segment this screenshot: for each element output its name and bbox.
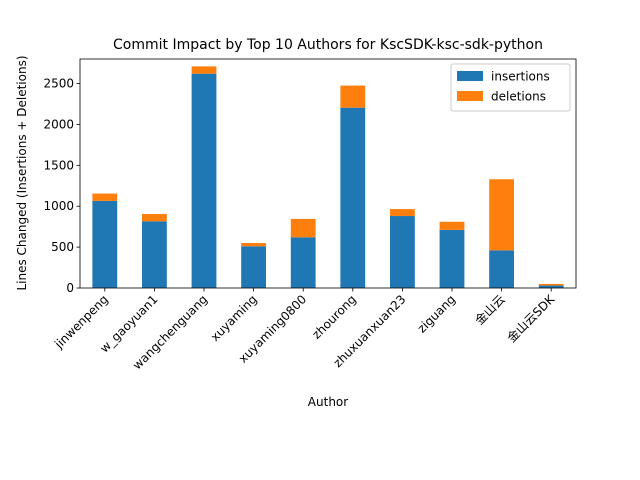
legend-swatch-deletions bbox=[457, 91, 483, 101]
y-tick-label-5: 2500 bbox=[43, 77, 74, 91]
x-tick-label-3: xuyaming bbox=[208, 292, 260, 344]
legend-label-insertions: insertions bbox=[491, 70, 550, 84]
x-tick-label-9: 金山云SDK bbox=[504, 291, 558, 345]
bar-deletions-7 bbox=[439, 221, 465, 230]
bar-deletions-0 bbox=[92, 193, 118, 201]
bar-deletions-2 bbox=[191, 66, 217, 74]
bar-insertions-8 bbox=[489, 250, 514, 288]
bar-deletions-1 bbox=[142, 213, 167, 222]
bar-deletions-9 bbox=[538, 283, 564, 286]
plot-frame bbox=[79, 58, 577, 289]
bar-deletions-8 bbox=[489, 179, 514, 251]
x-tick-label-8: 金山云 bbox=[472, 292, 508, 328]
bar-deletions-5 bbox=[340, 85, 366, 108]
y-tick-label-3: 1500 bbox=[43, 158, 74, 172]
plot-area bbox=[79, 58, 577, 289]
bar-insertions-1 bbox=[142, 221, 167, 288]
bar-deletions-3 bbox=[241, 243, 266, 247]
x-tick-label-5: zhourong bbox=[309, 292, 359, 342]
y-tick-label-2: 1000 bbox=[43, 199, 74, 213]
y-tick-label-1: 500 bbox=[51, 240, 74, 254]
x-tick-label-7: ziguang bbox=[415, 292, 458, 335]
y-tick-label-0: 0 bbox=[66, 281, 74, 295]
bar-insertions-9 bbox=[538, 285, 564, 288]
bar-insertions-2 bbox=[191, 73, 217, 288]
y-axis-label: Lines Changed (Insertions + Deletions) bbox=[15, 55, 29, 290]
legend-label-deletions: deletions bbox=[491, 90, 546, 104]
bar-insertions-4 bbox=[290, 237, 316, 288]
legend-swatch-insertions bbox=[457, 71, 483, 81]
bar-insertions-7 bbox=[439, 229, 465, 288]
bar-insertions-0 bbox=[92, 200, 118, 288]
y-axis: 0 500 1000 1500 2000 2500 bbox=[43, 77, 80, 295]
chart-title: Commit Impact by Top 10 Authors for KscS… bbox=[113, 37, 543, 53]
legend: insertions deletions bbox=[450, 63, 571, 112]
bar-insertions-5 bbox=[340, 107, 366, 288]
bar-deletions-6 bbox=[390, 209, 415, 217]
x-axis: jinwenpengw_gaoyuan1wangchenguangxuyamin… bbox=[51, 288, 558, 372]
bar-insertions-6 bbox=[390, 216, 415, 288]
x-axis-label: Author bbox=[308, 395, 348, 409]
bar-insertions-3 bbox=[241, 246, 266, 288]
y-tick-label-4: 2000 bbox=[43, 117, 74, 131]
bar-deletions-4 bbox=[290, 218, 316, 238]
